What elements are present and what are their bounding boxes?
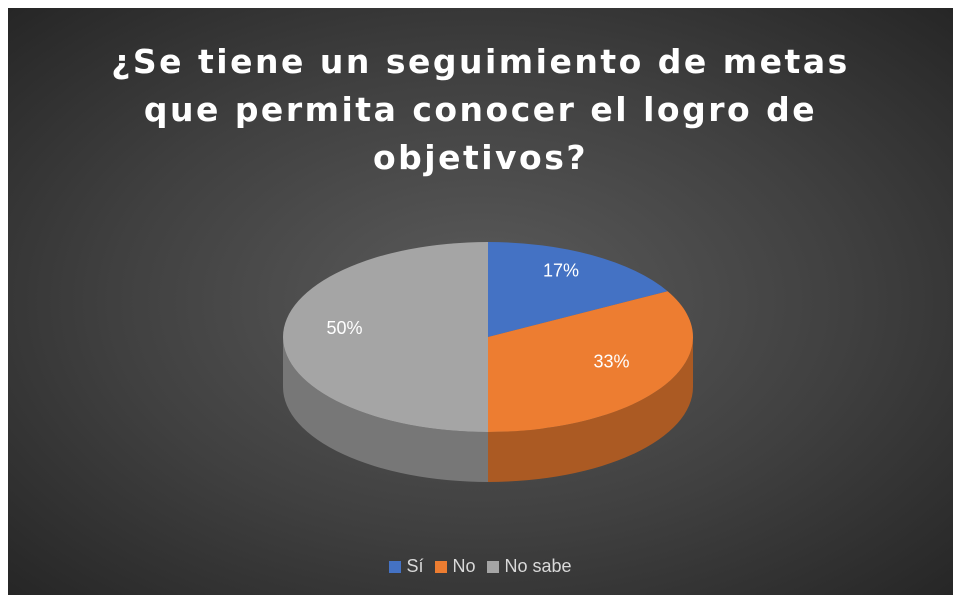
legend-swatch [435,560,448,573]
legend-item: No [435,556,475,577]
data-label: 17% [543,261,579,281]
slice-side [488,337,693,482]
chart: 17% 33% 50% ¿Se tiene un seguimiento de me… [8,8,953,595]
legend-item: Sí [389,556,423,577]
legend: Sí No No sabe [8,556,953,577]
legend-label: No [452,556,476,576]
legend-item: No sabe [487,556,572,577]
slice [488,242,668,337]
slice [283,242,488,432]
legend-label: Sí [406,556,424,576]
legend-label: No sabe [504,556,572,576]
legend-swatch [487,560,500,573]
chart-title: ¿Se tiene un seguimiento de metas que pe… [111,42,850,177]
slice [488,291,694,432]
slice-side [283,337,488,482]
pie-area: 17% 33% 50% [283,242,694,482]
data-label: 50% [326,318,362,338]
data-label: 33% [594,352,630,372]
legend-swatch [389,560,402,573]
